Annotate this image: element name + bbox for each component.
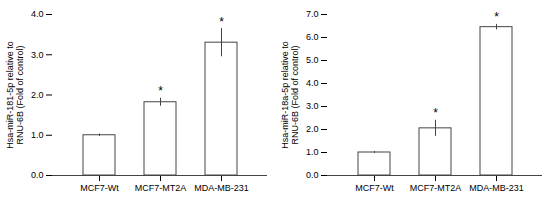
svg-text:0.0: 0.0 [31, 170, 44, 180]
svg-text:2.0: 2.0 [31, 90, 44, 100]
svg-text:*: * [158, 84, 163, 98]
svg-text:*: * [219, 15, 224, 29]
svg-text:3.0: 3.0 [306, 101, 319, 111]
svg-text:*: * [433, 106, 438, 120]
svg-text:4.0: 4.0 [31, 9, 44, 19]
svg-text:MCF7-MT2A: MCF7-MT2A [410, 183, 462, 193]
svg-text:4.0: 4.0 [306, 78, 319, 88]
svg-text:MCF7-Wt: MCF7-Wt [80, 183, 119, 193]
svg-text:0.0: 0.0 [306, 170, 319, 180]
svg-text:2.0: 2.0 [306, 124, 319, 134]
svg-text:7.0: 7.0 [306, 9, 319, 19]
svg-text:5.0: 5.0 [306, 55, 319, 65]
svg-text:*: * [494, 10, 499, 24]
svg-text:3.0: 3.0 [31, 50, 44, 60]
svg-text:Hsa-miR-181-5p relative toRNU-: Hsa-miR-181-5p relative toRNU-6B (Fold o… [5, 41, 26, 149]
svg-text:Hsa-miR-18a-5p relative toRNU-: Hsa-miR-18a-5p relative toRNU-6B (Fold o… [280, 41, 301, 149]
svg-text:MCF7-MT2A: MCF7-MT2A [135, 183, 187, 193]
svg-text:MDA-MB-231: MDA-MB-231 [194, 183, 249, 193]
svg-text:1.0: 1.0 [31, 130, 44, 140]
svg-text:6.0: 6.0 [306, 32, 319, 42]
svg-text:MCF7-Wt: MCF7-Wt [355, 183, 394, 193]
svg-text:MDA-MB-231: MDA-MB-231 [469, 183, 524, 193]
svg-text:1.0: 1.0 [306, 147, 319, 157]
